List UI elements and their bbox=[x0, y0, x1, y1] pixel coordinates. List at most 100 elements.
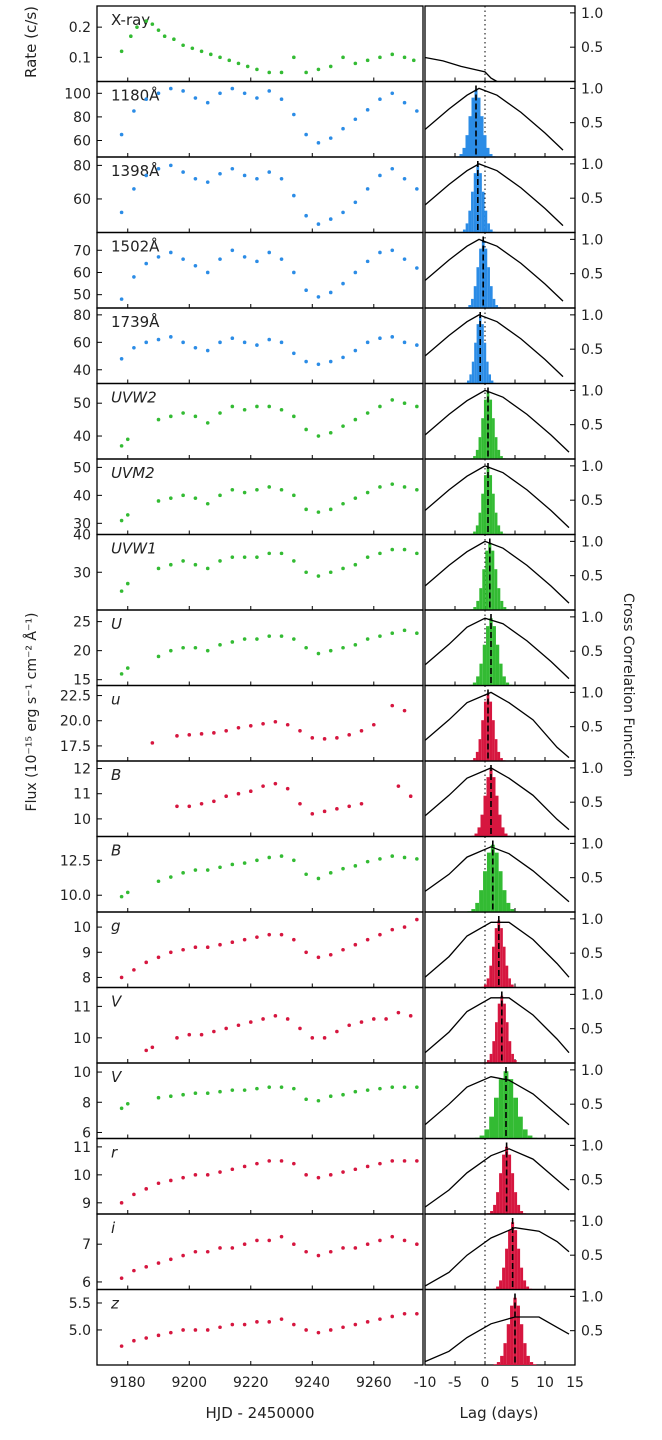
lag-histogram-bar bbox=[495, 928, 498, 987]
lightcurve-point bbox=[157, 1096, 161, 1100]
lightcurve-point bbox=[120, 211, 124, 215]
lightcurve-point bbox=[317, 434, 321, 438]
lightcurve-point bbox=[366, 260, 370, 264]
ytick-label: 20 bbox=[73, 644, 91, 660]
lightcurve-point bbox=[341, 567, 345, 571]
lightcurve-point bbox=[390, 631, 394, 635]
lightcurve-point bbox=[194, 415, 198, 419]
lightcurve-point bbox=[126, 582, 130, 586]
lightcurve-point bbox=[378, 634, 382, 638]
lightcurve-point bbox=[157, 879, 161, 883]
lag-histogram-bar bbox=[500, 1356, 503, 1365]
lag-histogram-bar bbox=[500, 601, 503, 610]
lightcurve-point bbox=[403, 1085, 407, 1089]
lightcurve-point bbox=[126, 666, 130, 670]
ccf-frame bbox=[425, 233, 575, 309]
lag-histogram-bar bbox=[471, 299, 474, 308]
lightcurve-point bbox=[304, 360, 308, 364]
lightcurve-point bbox=[255, 1239, 259, 1243]
lightcurve-point bbox=[218, 91, 222, 95]
lightcurve-point bbox=[354, 201, 358, 205]
lightcurve-point bbox=[341, 1170, 345, 1174]
lightcurve-point bbox=[415, 488, 419, 492]
lightcurve-point bbox=[255, 260, 259, 264]
lightcurve-point bbox=[261, 1017, 265, 1021]
ytick-label: 40 bbox=[73, 429, 91, 445]
lightcurve-frame bbox=[97, 610, 423, 686]
ccf-ytick-label: 1.0 bbox=[581, 1138, 603, 1154]
lightcurve-point bbox=[292, 1242, 296, 1246]
ccf-ytick-label: 1.0 bbox=[581, 81, 603, 97]
lightcurve-point bbox=[227, 59, 231, 63]
lightcurve-point bbox=[286, 787, 290, 791]
lightcurve-point bbox=[169, 1258, 173, 1262]
lightcurve-point bbox=[390, 167, 394, 171]
lag-histogram-bar bbox=[514, 1230, 517, 1289]
lightcurve-point bbox=[224, 1027, 228, 1031]
lag-histogram-bar bbox=[514, 1192, 517, 1214]
ccf-ytick-label: 1.0 bbox=[581, 1289, 603, 1305]
lightcurve-point bbox=[212, 799, 216, 803]
lightcurve-point bbox=[255, 177, 259, 181]
lightcurve-point bbox=[249, 789, 253, 793]
lightcurve-point bbox=[132, 1339, 136, 1343]
lightcurve-point bbox=[403, 925, 407, 929]
lightcurve-point bbox=[292, 271, 296, 275]
lightcurve-point bbox=[329, 570, 333, 574]
lightcurve-point bbox=[120, 589, 124, 593]
lightcurve-point bbox=[218, 56, 222, 60]
lightcurve-point bbox=[317, 652, 321, 656]
lightcurve-point bbox=[354, 271, 358, 275]
lag-histogram-bar bbox=[533, 1364, 536, 1365]
ytick-label: 40 bbox=[73, 488, 91, 504]
lightcurve-point bbox=[304, 133, 308, 137]
lightcurve-point bbox=[354, 643, 358, 647]
lightcurve-point bbox=[231, 555, 235, 559]
lightcurve-point bbox=[341, 424, 345, 428]
lightcurve-point bbox=[120, 976, 124, 980]
lightcurve-point bbox=[194, 646, 198, 650]
lightcurve-point bbox=[151, 22, 155, 26]
lag-histogram-bar bbox=[492, 720, 495, 761]
lag-histogram-bar bbox=[484, 1129, 489, 1138]
lightcurve-point bbox=[187, 805, 191, 809]
lightcurve-point bbox=[243, 491, 247, 495]
lag-histogram-bar bbox=[484, 400, 487, 459]
ccf-frame bbox=[425, 6, 575, 82]
lightcurve-point bbox=[274, 782, 278, 786]
lightcurve-point bbox=[403, 341, 407, 345]
lag-histogram-bar bbox=[520, 1324, 523, 1365]
lightcurve-point bbox=[341, 56, 345, 60]
left-xlabel: HJD - 2450000 bbox=[205, 1404, 314, 1422]
lightcurve-point bbox=[329, 871, 333, 875]
lightcurve-point bbox=[317, 1099, 321, 1103]
lag-histogram-bar bbox=[503, 1004, 506, 1063]
lag-histogram-bar bbox=[482, 192, 485, 233]
lightcurve-point bbox=[261, 722, 265, 726]
band-label: V bbox=[111, 993, 123, 1011]
lightcurve-point bbox=[243, 938, 247, 942]
lightcurve-point bbox=[206, 567, 210, 571]
lightcurve-point bbox=[191, 46, 195, 50]
lightcurve-point bbox=[194, 346, 198, 350]
lightcurve-point bbox=[157, 956, 161, 960]
lag-histogram-bar bbox=[487, 223, 490, 232]
lightcurve-point bbox=[255, 637, 259, 641]
ccf-ytick-label: 0.5 bbox=[581, 191, 603, 207]
lag-histogram-bar bbox=[508, 978, 511, 987]
lightcurve-point bbox=[280, 634, 284, 638]
lag-histogram-bar bbox=[499, 1280, 502, 1289]
ytick-label: 40 bbox=[73, 528, 91, 544]
lightcurve-point bbox=[329, 508, 333, 512]
lag-histogram-bar bbox=[507, 1324, 510, 1365]
lag-histogram-bar bbox=[497, 588, 500, 610]
ytick-label: 60 bbox=[73, 133, 91, 149]
ytick-label: 9 bbox=[82, 945, 91, 961]
ytick-label: 60 bbox=[73, 192, 91, 208]
left-ylabel-top: Rate (c/s) bbox=[22, 6, 40, 78]
lightcurve-point bbox=[390, 1085, 394, 1089]
lightcurve-point bbox=[144, 19, 148, 23]
lightcurve-point bbox=[415, 1312, 419, 1316]
lag-histogram-bar bbox=[485, 249, 488, 308]
lightcurve-point bbox=[218, 1246, 222, 1250]
